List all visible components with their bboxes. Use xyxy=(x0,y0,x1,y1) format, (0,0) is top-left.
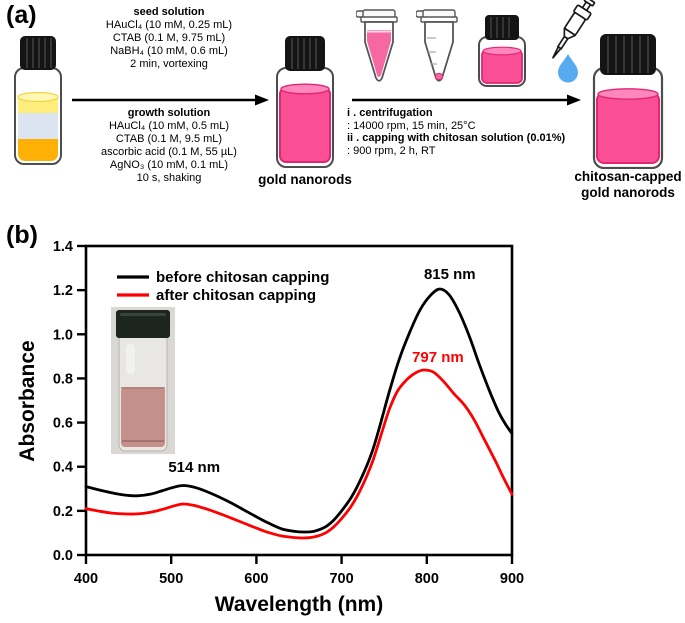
seed-reagent-line: CTAB (0.1 M, 9.75 mL) xyxy=(112,32,226,44)
x-tick-label: 800 xyxy=(415,571,439,587)
inset-vial-cap xyxy=(116,310,170,338)
seed-liquid-surface xyxy=(17,91,59,103)
seed-reagent-line: HAuCl₄ (10 mM, 0.25 mL) xyxy=(105,19,233,31)
step1-detail: : 14000 rpm, 15 min, 25°C xyxy=(347,119,476,132)
peak-annotation: 797 nm xyxy=(412,349,464,366)
seed-reagent-line: NaBH₄ (10 mM, 0.6 mL) xyxy=(110,45,228,57)
growth-reagent-line: AgNO₃ (10 mM, 0.1 mL) xyxy=(109,159,229,171)
panel-a-label: (a) xyxy=(6,1,37,29)
x-tick-label: 400 xyxy=(74,571,98,587)
product-label-line2: gold nanorods xyxy=(581,184,675,200)
x-axis-title: Wavelength (nm) xyxy=(215,593,383,616)
chart-content: 400 500 600 700 800 900 0.0 0.2 0.4 0.6 0.8 1.0 1.2 1… xyxy=(53,239,524,587)
tube-filled-icon xyxy=(356,9,398,82)
product-vial-cap xyxy=(600,34,656,75)
spectrum-curve-before xyxy=(84,287,514,534)
step1-label: i . centrifugation xyxy=(347,107,433,119)
chart-frame xyxy=(84,244,514,557)
y-tick-label: 0.8 xyxy=(53,371,73,387)
reaction-arrow-1 xyxy=(72,94,269,106)
inset-photo xyxy=(111,307,175,454)
gold-nanorods-label: gold nanorods xyxy=(258,172,352,187)
small-vial-cap xyxy=(485,15,519,40)
tube-pellet xyxy=(434,72,444,81)
seed-solution-text: seed solution HAuCl₄ (10 mM, 0.25 mL) CT… xyxy=(72,6,266,71)
spectrum-curve-after xyxy=(84,368,514,540)
product-vial-icon xyxy=(592,34,664,169)
growth-reagent-line: 10 s, shaking xyxy=(136,172,202,184)
legend-label-after: after chitosan capping xyxy=(156,287,316,304)
seed-vial-cap xyxy=(20,36,56,70)
legend-label-before: before chitosan capping xyxy=(156,269,329,286)
y-tick-label: 0.0 xyxy=(53,548,73,564)
growth-reagent-line: CTAB (0.1 M, 9.5 mL) xyxy=(115,133,223,145)
absorbance-chart: Absorbance Wavelength (nm) 400 500 600 700 8… xyxy=(16,239,524,616)
inset-vial-liquid xyxy=(121,387,165,447)
y-tick-label: 0.2 xyxy=(53,504,73,520)
y-axis-title: Absorbance xyxy=(16,340,39,461)
product-liquid xyxy=(596,92,660,164)
seed-solution-title: seed solution xyxy=(133,6,205,18)
step2-label: ii . capping with chitosan solution (0.0… xyxy=(347,132,566,144)
y-tick-label: 0.4 xyxy=(53,460,73,476)
seed-layer-blue xyxy=(18,112,58,139)
process-steps-text: i . centrifugation : 14000 rpm, 15 min, … xyxy=(347,107,613,157)
gnr-liquid xyxy=(279,87,331,163)
gnr-vial-cap xyxy=(285,36,325,71)
x-tick-label: 700 xyxy=(329,571,353,587)
step2-detail: : 900 rpm, 2 h, RT xyxy=(347,144,436,157)
pipette-icon xyxy=(552,0,596,83)
reaction-arrow-2 xyxy=(352,94,581,106)
growth-solution-text: growth solution HAuCl₄ (10 mM, 0.5 mL) C… xyxy=(72,107,266,185)
inset-glass-reflection xyxy=(126,344,135,374)
tube-liquid xyxy=(367,30,391,77)
growth-reagent-line: ascorbic acid (0.1 M, 55 µL) xyxy=(101,146,237,158)
y-tick-label: 1.0 xyxy=(53,327,73,343)
tube-empty-icon xyxy=(416,9,458,82)
y-tick-label: 1.2 xyxy=(53,283,73,299)
seed-reagent-line: 2 min, vortexing xyxy=(130,58,208,70)
x-tick-label: 600 xyxy=(244,571,268,587)
gold-nanorods-vial-icon xyxy=(276,36,334,168)
x-tick-label: 500 xyxy=(159,571,183,587)
peak-annotation: 815 nm xyxy=(424,266,476,283)
product-label-line1: chitosan-capped xyxy=(574,169,682,184)
seed-vial-icon xyxy=(14,36,62,165)
y-tick-label: 0.6 xyxy=(53,416,73,432)
gnr-liquid-surface xyxy=(280,83,330,95)
growth-solution-title: growth solution xyxy=(127,107,211,119)
small-vial-icon xyxy=(478,15,526,87)
tube-graduations xyxy=(427,37,437,65)
peak-annotation: 514 nm xyxy=(168,459,220,476)
y-tick-label: 1.4 xyxy=(53,239,73,255)
x-tick-label: 900 xyxy=(500,571,524,587)
panel-b-label: (b) xyxy=(6,221,38,249)
product-label: chitosan-capped gold nanorods xyxy=(566,169,685,200)
growth-reagent-line: HAuCl₄ (10 mM, 0.5 mL) xyxy=(108,120,230,132)
droplet-icon xyxy=(558,54,578,83)
product-liquid-surface xyxy=(597,88,659,100)
